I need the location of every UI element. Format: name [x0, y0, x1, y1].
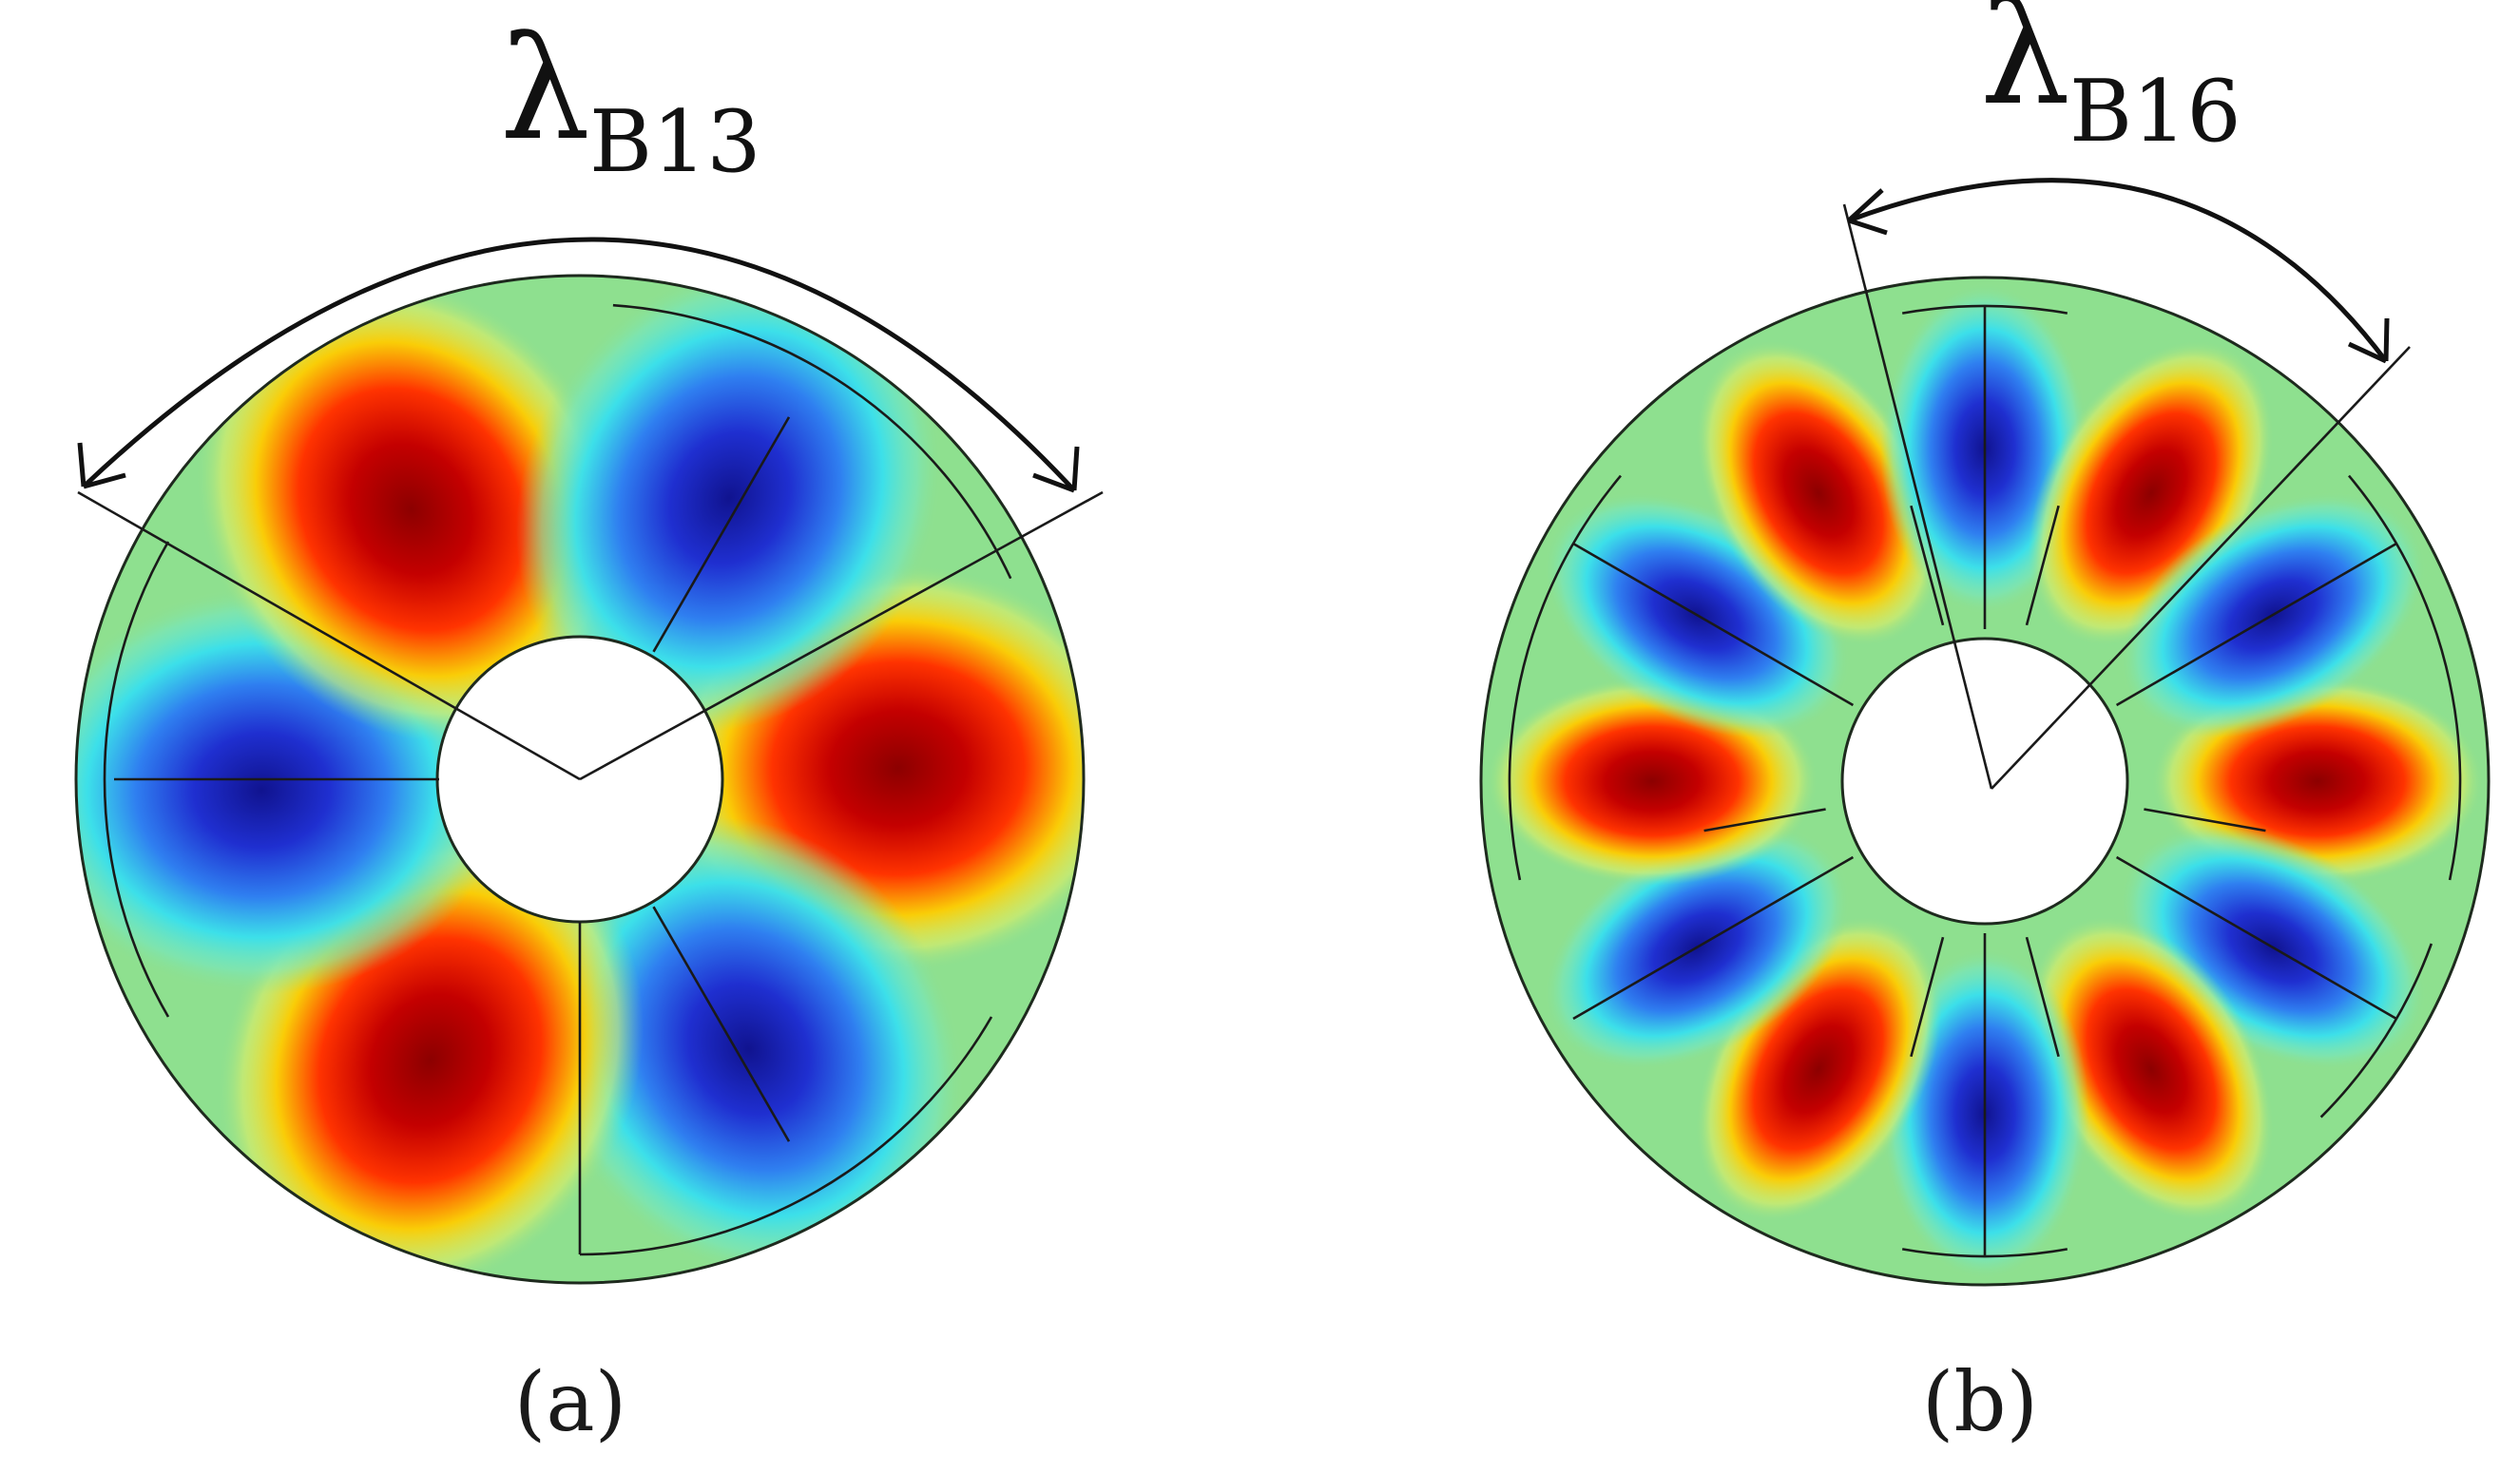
sector-arc-b — [1508, 474, 1622, 881]
sector-line-a — [652, 906, 791, 1142]
inner-hole-b — [1840, 637, 2129, 926]
annular-disk-a — [74, 274, 1086, 1285]
wavelength-ray-right-a — [579, 490, 1104, 781]
panel-a: λ B13 (a) — [74, 7, 1104, 1450]
sector-arc-a — [103, 541, 170, 1018]
sector-line-b — [1572, 855, 1855, 1021]
wavelength-ray-left-b — [1842, 203, 1993, 790]
sector-tick-b — [2025, 936, 2060, 1058]
sector-arc-a — [612, 303, 1012, 580]
wavelength-symbol-b: λ — [1980, 0, 2070, 137]
arrowhead-left-a — [77, 442, 126, 489]
sector-tick-b — [1910, 936, 1945, 1058]
arrowhead-left-b — [1847, 188, 1888, 236]
wavelength-symbol-a: λ — [500, 7, 590, 172]
sector-tick-b — [2025, 505, 2060, 626]
panel-b-positive-lobe — [1695, 339, 1942, 647]
caption-b: (b) — [1922, 1355, 2038, 1450]
sector-arc-b — [2348, 474, 2462, 881]
panel-b-positive-lobe — [2028, 915, 2275, 1223]
wavelength-arc-a — [82, 237, 1076, 492]
sector-tick-b — [1703, 808, 1826, 832]
wavelength-subscript-a: B13 — [589, 92, 761, 192]
wavelength-ray-left-a — [77, 490, 581, 781]
sector-line-b — [1572, 542, 1855, 707]
panel-a-negative-lobe — [515, 276, 943, 733]
caption-a: (a) — [514, 1355, 626, 1450]
sector-line-a — [652, 416, 791, 653]
wavelength-arc-b — [1848, 178, 2388, 363]
sector-tick-b — [1910, 505, 1945, 626]
arrowhead-right-b — [2347, 317, 2390, 364]
sector-markers-a — [103, 303, 1012, 1256]
arrowhead-right-a — [1032, 446, 1080, 493]
sector-tick-b — [2144, 808, 2266, 832]
sector-arc-b — [2319, 943, 2433, 1119]
mode-lobes-a — [76, 276, 1084, 1283]
panel-b: λ B16 (b) — [1479, 0, 2491, 1450]
sector-arc-b — [1901, 1248, 2068, 1258]
wavelength-subscript-b: B16 — [2069, 62, 2241, 162]
wavelength-indicator-b — [1842, 178, 2411, 790]
sector-line-b — [2115, 542, 2397, 707]
sector-line-b — [2115, 855, 2397, 1021]
sector-markers-b — [1508, 304, 2462, 1258]
panel-a-positive-lobe — [195, 277, 627, 742]
wavelength-ray-right-b — [1991, 346, 2411, 790]
wavelength-indicator-a — [77, 237, 1104, 781]
sector-arc-a — [579, 1016, 993, 1256]
sector-arc-b — [1901, 304, 2068, 315]
